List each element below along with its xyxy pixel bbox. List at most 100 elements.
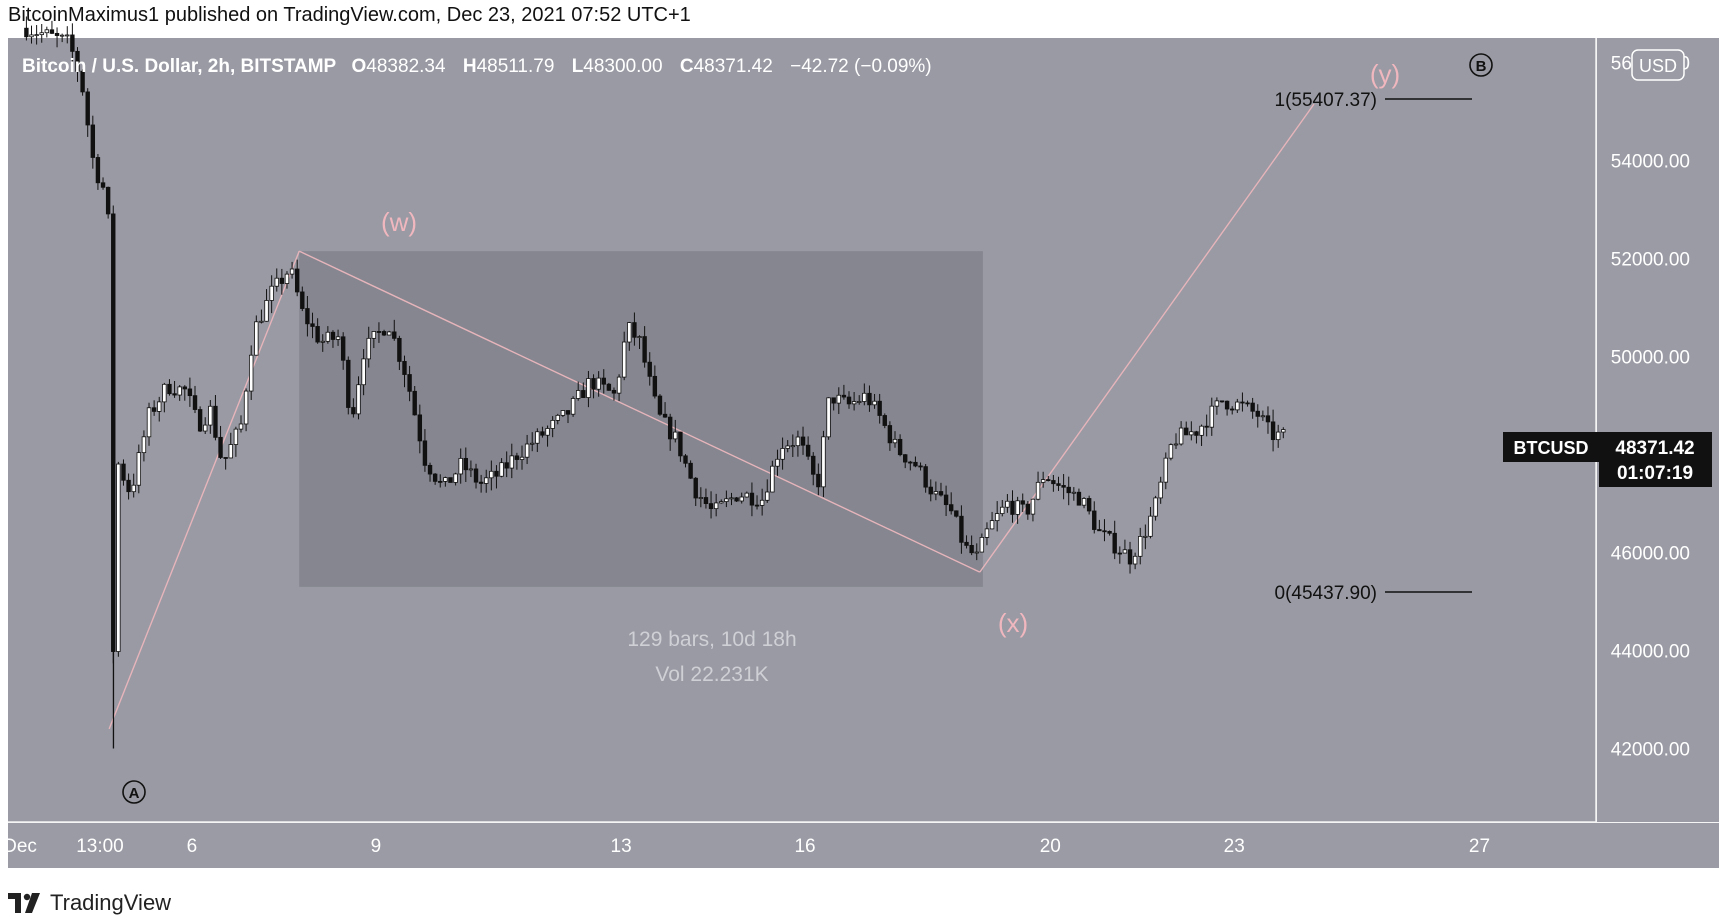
candle-body <box>100 182 106 188</box>
candle-body <box>44 29 50 34</box>
candle-body <box>1092 510 1097 530</box>
time-axis-panel[interactable] <box>8 823 1719 868</box>
candle-body <box>478 481 484 484</box>
candle-body <box>826 397 831 438</box>
candle-body <box>831 397 836 404</box>
candle-body <box>463 457 469 471</box>
candle-body <box>402 361 407 375</box>
candle-body <box>836 394 841 404</box>
candle-body <box>264 300 269 322</box>
candle-body <box>923 466 928 488</box>
candle-body <box>770 465 775 493</box>
candle-body <box>157 401 162 412</box>
candle-body <box>305 308 310 325</box>
fib-level-bottom-label: 0(45437.90) <box>1275 583 1377 604</box>
candle-body <box>361 358 366 386</box>
candle-body <box>1219 400 1225 403</box>
time-tick-label: Dec <box>3 836 37 857</box>
candle-body <box>269 285 274 301</box>
candle-body <box>1122 549 1128 554</box>
candle-body <box>790 445 796 448</box>
candle-body <box>1143 535 1148 538</box>
candle-body <box>172 393 177 396</box>
candle-body <box>698 497 704 499</box>
candle-body <box>887 425 893 444</box>
candle-body <box>29 34 34 38</box>
candle-body <box>1015 500 1020 515</box>
candle-body <box>356 384 361 415</box>
candle-body <box>1056 483 1061 486</box>
candle-body <box>1199 425 1204 436</box>
candle-body <box>872 400 877 406</box>
time-tick-label: 13 <box>611 836 632 857</box>
candle-body <box>499 462 504 477</box>
candle-body <box>218 436 223 458</box>
candle-body <box>473 468 479 483</box>
candle-body <box>381 331 387 336</box>
candle-body <box>994 513 1000 522</box>
time-tick-label: 16 <box>794 836 815 857</box>
candle-body <box>719 501 724 504</box>
candle-body <box>366 337 371 360</box>
candle-body <box>1204 425 1209 428</box>
footer-brand[interactable]: TradingView <box>8 890 171 916</box>
time-tick-label: 13:00 <box>76 836 124 857</box>
date-range-box[interactable] <box>299 251 983 587</box>
candle-body <box>310 323 315 327</box>
time-tick-label: 9 <box>371 836 382 857</box>
candle-body <box>126 479 131 493</box>
svg-text:B: B <box>1476 58 1487 75</box>
candle-body <box>586 378 591 398</box>
candle-body <box>330 331 336 340</box>
candle-body <box>703 497 709 504</box>
currency-button[interactable]: USD <box>1631 49 1685 81</box>
candle-body <box>688 462 693 479</box>
candle-body <box>1066 486 1071 494</box>
candle-body <box>754 504 760 507</box>
candle-body <box>734 497 739 502</box>
candle-body <box>749 492 755 506</box>
candle-body <box>228 444 233 459</box>
candle-body <box>494 470 499 477</box>
candle-body <box>519 456 525 460</box>
candle-body <box>1005 500 1010 508</box>
ticker-text: BTCUSD <box>1514 438 1589 458</box>
candle-body <box>1127 549 1133 565</box>
candle-body <box>49 29 55 34</box>
candle-body <box>141 436 147 454</box>
candle-body <box>1275 431 1281 441</box>
candle-body <box>1270 421 1276 441</box>
candle-body <box>1235 401 1240 411</box>
time-tick-label: 6 <box>187 836 198 857</box>
candle-body <box>1076 491 1082 506</box>
price-tick-label: 52000.00 <box>1611 250 1690 271</box>
candle-body <box>1194 431 1199 436</box>
candle-body <box>877 400 882 416</box>
range-bars-label: 129 bars, 10d 18h <box>627 628 796 651</box>
time-axis-ticks: Dec 13:00 6 9 13 16 20 23 27 <box>3 836 1490 857</box>
candle-body <box>892 438 898 444</box>
candle-body <box>857 401 862 403</box>
candle-body <box>1173 443 1179 446</box>
candle-body <box>1214 400 1220 407</box>
candle-body <box>637 336 642 338</box>
price-chart[interactable]: 129 bars, 10d 18h Vol 22.231K 1(55407.37… <box>0 0 1727 880</box>
candle-body <box>862 392 867 402</box>
candle-body <box>453 473 458 483</box>
wave-label-a-icon: A <box>122 780 146 804</box>
candle-body <box>576 390 581 399</box>
candle-body <box>340 336 346 361</box>
candle-body <box>673 431 678 440</box>
price-axis-panel[interactable] <box>1597 38 1719 822</box>
candle-body <box>948 504 954 512</box>
candle-body <box>535 431 540 444</box>
candle-body <box>1260 415 1266 418</box>
candle-body <box>974 551 979 554</box>
candle-body <box>116 463 121 652</box>
candle-body <box>335 336 341 340</box>
candle-body <box>724 498 729 502</box>
wave-projection-line <box>979 103 1315 573</box>
candle-body <box>233 428 239 445</box>
candle-body <box>438 480 443 483</box>
candle-body <box>739 496 744 502</box>
